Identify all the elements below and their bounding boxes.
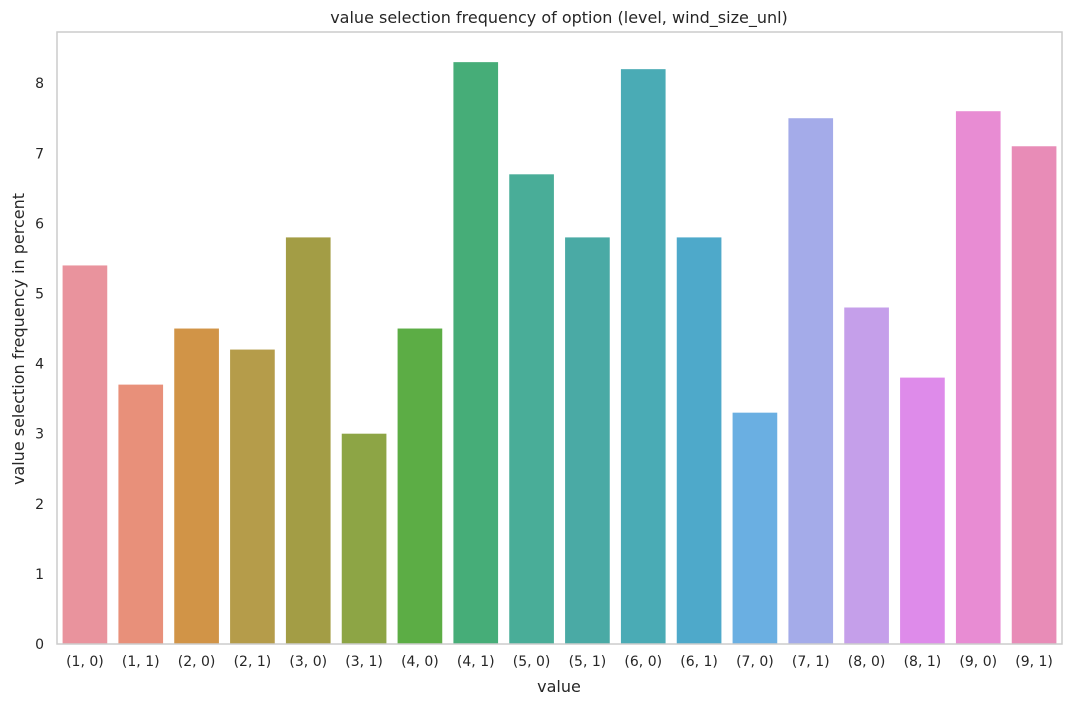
bar [397,328,443,644]
bars-group [62,62,1057,645]
x-tick-label: (1, 0) [66,654,104,670]
bar [285,237,331,644]
bar [955,111,1001,644]
bar [341,433,387,644]
bar [565,237,610,644]
plot-frame [56,31,1063,645]
bar [62,265,108,644]
x-tick-label: (4, 0) [401,654,439,670]
x-tick-label: (5, 1) [569,654,607,670]
y-tick-label: 1 [35,567,44,583]
bar [844,307,889,644]
bar [620,69,666,644]
x-tick-label: (8, 1) [904,654,942,670]
x-tick-label: (3, 1) [345,654,383,670]
y-tick-label: 8 [35,76,44,92]
x-tick-label: (2, 1) [234,654,272,670]
bar [509,174,554,645]
y-tick-label: 7 [35,146,44,162]
bar [453,62,499,644]
bar [118,384,164,644]
y-tick-label: 3 [35,427,44,443]
x-tick-label: (6, 1) [680,654,718,670]
y-axis-title: value selection frequency in percent [9,193,28,485]
chart-title: value selection frequency of option (lev… [330,8,788,28]
x-tick-label: (7, 0) [736,654,774,670]
x-axis-title: value [537,677,581,696]
bar [788,118,834,644]
x-tick-label: (5, 0) [513,654,551,670]
bar [1011,146,1057,644]
x-tick-label: (1, 1) [122,654,160,670]
x-tick-label: (9, 1) [1015,654,1053,670]
x-tick-label: (3, 0) [289,654,327,670]
y-tick-label: 5 [35,286,44,302]
x-tick-label: (2, 0) [178,654,216,670]
y-tick-label: 2 [35,497,44,513]
bar [900,377,945,644]
y-tick-label: 0 [35,637,44,653]
y-axis-ticks: 0 1 2 3 4 5 6 7 8 [35,76,44,653]
x-axis-ticks: (1, 0) (1, 1) (2, 0) (2, 1) (3, 0) (3, 1) (4, … [66,654,1053,670]
x-tick-label: (7, 1) [792,654,830,670]
x-tick-label: (4, 1) [457,654,495,670]
x-tick-label: (8, 0) [848,654,886,670]
x-tick-label: (6, 0) [624,654,662,670]
bar [174,328,219,644]
y-tick-label: 4 [35,357,44,373]
x-tick-label: (9, 0) [959,654,997,670]
bar [230,349,275,644]
bar [732,412,778,644]
bar [676,237,722,644]
y-tick-label: 6 [35,216,44,232]
